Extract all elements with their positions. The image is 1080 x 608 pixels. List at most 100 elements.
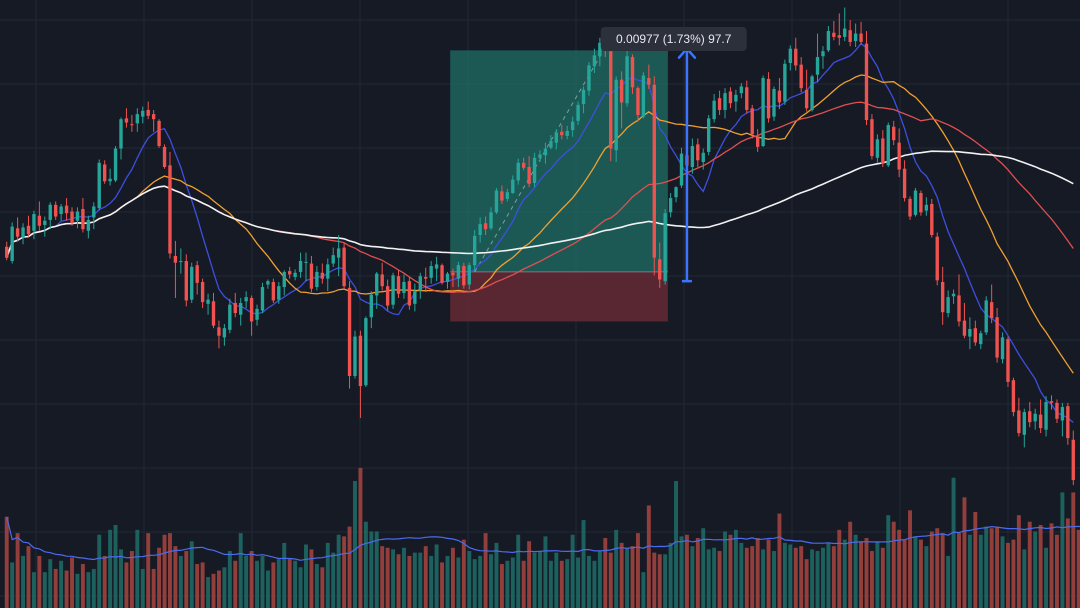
candlestick	[478, 217, 482, 243]
candle-body	[1000, 337, 1005, 360]
candlestick	[445, 271, 450, 289]
candle-body	[641, 75, 646, 117]
candle-body	[418, 276, 422, 291]
volume-bar	[603, 538, 608, 608]
volume-bar	[935, 528, 940, 608]
candlestick	[135, 108, 139, 132]
candlestick	[902, 160, 907, 202]
volume-bar	[951, 477, 956, 608]
candle-body	[195, 265, 199, 283]
candlestick	[739, 83, 744, 99]
candlestick	[380, 262, 384, 291]
candlestick	[658, 242, 662, 288]
volume-bar	[37, 555, 42, 608]
candle-body	[336, 248, 341, 258]
volume-bar	[554, 552, 559, 608]
volume-bar	[548, 560, 553, 608]
candle-body	[875, 139, 880, 158]
candle-body	[658, 259, 662, 280]
volume-bar	[1027, 521, 1032, 608]
candle-body	[315, 271, 319, 288]
volume-bar	[48, 559, 53, 608]
volume-bar	[342, 536, 347, 608]
volume-bar	[652, 552, 657, 608]
volume-bar	[1071, 492, 1076, 608]
volume-bar	[461, 539, 466, 608]
volume-bar	[635, 533, 640, 608]
volume-bar	[489, 554, 493, 608]
volume-bar	[140, 568, 145, 608]
candlestick	[1028, 402, 1032, 428]
candlestick	[190, 262, 194, 303]
candlestick	[875, 134, 880, 163]
volume-bar	[445, 555, 450, 608]
candle-body	[554, 132, 559, 143]
candle-body	[304, 261, 308, 263]
candle-body	[1055, 402, 1059, 419]
candle-body	[478, 224, 482, 235]
candlestick	[342, 243, 346, 290]
candle-body	[222, 328, 227, 338]
candlestick	[930, 198, 934, 238]
candle-body	[326, 264, 330, 279]
volume-bar	[10, 562, 15, 608]
volume-bar	[543, 536, 548, 608]
candle-body	[43, 220, 47, 225]
volume-bar	[59, 560, 64, 608]
long-position-tool[interactable]	[450, 50, 668, 322]
candlestick	[843, 7, 847, 42]
candle-body	[32, 214, 36, 231]
volume-bar	[842, 539, 847, 608]
candle-body	[168, 165, 172, 254]
volume-bar	[265, 570, 270, 608]
candle-body	[788, 48, 792, 63]
volume-bar	[146, 533, 151, 608]
candle-body	[92, 206, 96, 218]
position-profit-zone[interactable]	[450, 50, 668, 272]
candlestick	[532, 152, 537, 188]
candlestick	[119, 117, 123, 160]
candle-body	[331, 255, 335, 264]
candle-body	[832, 32, 836, 37]
volume-bar	[418, 552, 423, 608]
candle-body	[97, 162, 101, 209]
volume-bar	[75, 573, 80, 608]
volume-bar	[663, 554, 668, 608]
candlestick	[1011, 377, 1016, 417]
candle-body	[206, 299, 210, 304]
volume-bar	[646, 505, 651, 608]
candle-body	[1071, 439, 1075, 481]
candle-body	[407, 281, 412, 306]
candle-body	[434, 264, 439, 269]
candle-body	[500, 191, 504, 201]
candlestick	[206, 293, 210, 315]
volume-bar	[108, 529, 113, 608]
volume-bar	[869, 551, 874, 608]
candlestick	[48, 202, 52, 230]
candle-body	[277, 286, 281, 300]
candlestick	[130, 114, 134, 132]
candle-body	[75, 211, 80, 221]
candle-body	[1049, 401, 1054, 403]
volume-bar	[527, 541, 532, 608]
volume-bar	[897, 529, 902, 608]
volume-bar	[995, 526, 1000, 608]
volume-bar	[412, 552, 417, 608]
candlestick	[336, 235, 341, 277]
candle-body	[135, 114, 139, 124]
volume-bar	[211, 573, 216, 608]
volume-bar	[53, 568, 58, 608]
candle-body	[581, 89, 586, 105]
candle-body	[124, 118, 129, 123]
candlestick	[1006, 336, 1010, 387]
candlestick	[396, 270, 401, 298]
candle-body	[1066, 406, 1070, 439]
candlestick	[832, 20, 836, 41]
candle-body	[1038, 414, 1043, 429]
position-loss-zone[interactable]	[450, 271, 668, 322]
candlestick	[298, 252, 303, 278]
volume-bar	[113, 524, 118, 608]
candlestick	[402, 274, 406, 299]
